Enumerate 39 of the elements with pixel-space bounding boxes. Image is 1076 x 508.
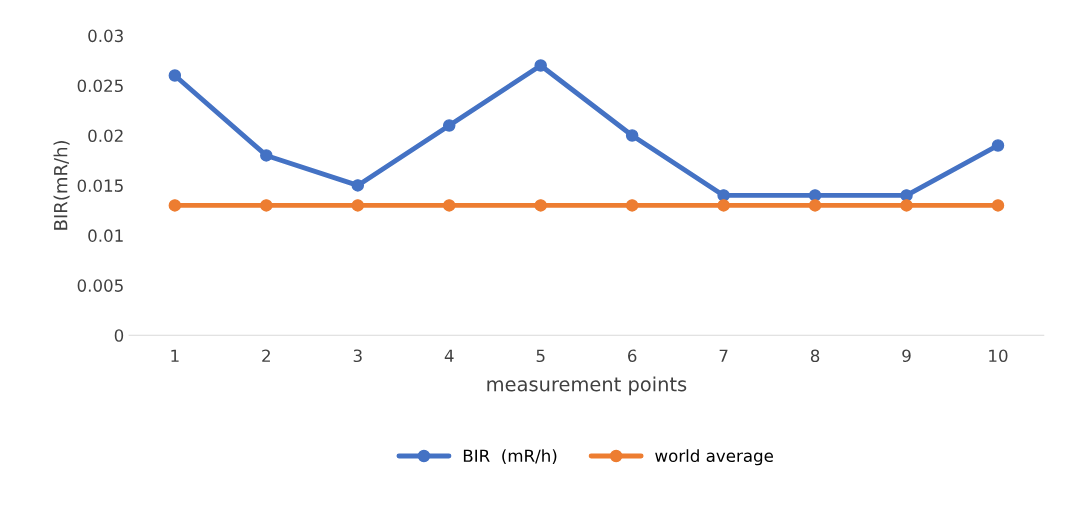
x-tick-label: 1 <box>171 349 179 362</box>
x-tick-label: 4 <box>444 349 454 362</box>
point <box>717 199 730 212</box>
point <box>991 139 1005 152</box>
y-axis-title: BIR(mR/h) <box>53 140 70 230</box>
point <box>808 199 822 212</box>
x-tick-label: 3 <box>353 349 362 363</box>
point <box>351 179 365 192</box>
legend-label: world average <box>655 449 773 466</box>
x-axis-title: measurement points <box>487 376 687 396</box>
y-tick-label: 0 <box>114 329 124 342</box>
point <box>168 69 182 82</box>
point <box>900 199 913 212</box>
point <box>534 59 547 72</box>
x-tick-label: 9 <box>902 349 911 363</box>
y-tick-label: 0.005 <box>77 279 123 292</box>
y-tick-label: 0.03 <box>88 29 123 43</box>
legend-label: BIR (mR/h) <box>463 449 557 465</box>
y-tick-label: 0.025 <box>77 79 123 93</box>
y-tick-label: 0.01 <box>88 229 123 242</box>
x-tick-label: 5 <box>536 349 545 363</box>
point <box>991 199 1005 212</box>
point <box>625 129 639 142</box>
point <box>168 199 182 212</box>
point <box>442 199 456 212</box>
point <box>260 149 273 162</box>
point <box>442 119 456 132</box>
point <box>808 189 822 202</box>
point <box>260 199 273 212</box>
point <box>625 199 639 212</box>
point <box>534 199 547 212</box>
x-tick-label: 10 <box>989 349 1008 363</box>
x-tick-label: 7 <box>719 349 728 362</box>
y-tick-label: 0.02 <box>88 129 123 143</box>
x-tick-label: 2 <box>262 349 270 362</box>
x-tick-label: 8 <box>810 349 820 363</box>
y-tick-label: 0.015 <box>77 179 123 192</box>
point <box>351 199 365 212</box>
x-tick-label: 6 <box>628 349 637 363</box>
